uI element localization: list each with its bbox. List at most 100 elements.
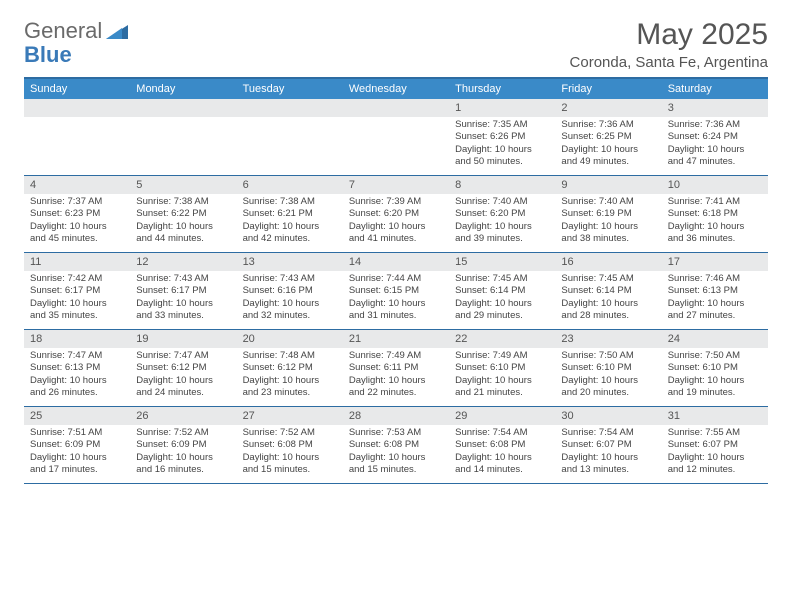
- sunset-text: Sunset: 6:14 PM: [455, 285, 549, 297]
- day-number: 26: [130, 407, 236, 425]
- logo-text-2: Blue: [24, 42, 72, 67]
- sunset-text: Sunset: 6:08 PM: [349, 439, 443, 451]
- day-cell: Sunrise: 7:43 AMSunset: 6:16 PMDaylight:…: [237, 271, 343, 329]
- daylight-text: Daylight: 10 hours and 23 minutes.: [243, 375, 337, 400]
- day-of-week-header: Thursday: [449, 79, 555, 99]
- daylight-text: Daylight: 10 hours and 32 minutes.: [243, 298, 337, 323]
- day-of-week-header: Monday: [130, 79, 236, 99]
- day-number: 16: [555, 253, 661, 271]
- day-number: 3: [662, 99, 768, 117]
- sunrise-text: Sunrise: 7:41 AM: [668, 196, 762, 208]
- week-row: Sunrise: 7:51 AMSunset: 6:09 PMDaylight:…: [24, 425, 768, 484]
- day-cell: Sunrise: 7:54 AMSunset: 6:07 PMDaylight:…: [555, 425, 661, 483]
- daylight-text: Daylight: 10 hours and 19 minutes.: [668, 375, 762, 400]
- day-number-row: 18192021222324: [24, 330, 768, 348]
- sunset-text: Sunset: 6:09 PM: [30, 439, 124, 451]
- day-number: 14: [343, 253, 449, 271]
- logo-triangle-icon: [106, 23, 128, 39]
- logo-text-1: General: [24, 18, 102, 44]
- day-cell: [130, 117, 236, 175]
- day-number: 20: [237, 330, 343, 348]
- day-number: 11: [24, 253, 130, 271]
- day-number: 25: [24, 407, 130, 425]
- sunset-text: Sunset: 6:14 PM: [561, 285, 655, 297]
- day-number-row: 25262728293031: [24, 407, 768, 425]
- daylight-text: Daylight: 10 hours and 22 minutes.: [349, 375, 443, 400]
- daylight-text: Daylight: 10 hours and 20 minutes.: [561, 375, 655, 400]
- day-cell: Sunrise: 7:48 AMSunset: 6:12 PMDaylight:…: [237, 348, 343, 406]
- day-number: 13: [237, 253, 343, 271]
- daylight-text: Daylight: 10 hours and 29 minutes.: [455, 298, 549, 323]
- daylight-text: Daylight: 10 hours and 16 minutes.: [136, 452, 230, 477]
- sunrise-text: Sunrise: 7:45 AM: [561, 273, 655, 285]
- day-cell: Sunrise: 7:39 AMSunset: 6:20 PMDaylight:…: [343, 194, 449, 252]
- month-title: May 2025: [570, 18, 768, 52]
- sunrise-text: Sunrise: 7:39 AM: [349, 196, 443, 208]
- sunset-text: Sunset: 6:12 PM: [243, 362, 337, 374]
- daylight-text: Daylight: 10 hours and 39 minutes.: [455, 221, 549, 246]
- day-number: 4: [24, 176, 130, 194]
- sunset-text: Sunset: 6:13 PM: [668, 285, 762, 297]
- day-number: 28: [343, 407, 449, 425]
- sunrise-text: Sunrise: 7:43 AM: [136, 273, 230, 285]
- daylight-text: Daylight: 10 hours and 35 minutes.: [30, 298, 124, 323]
- day-of-week-header: Friday: [555, 79, 661, 99]
- sunset-text: Sunset: 6:07 PM: [668, 439, 762, 451]
- day-cell: Sunrise: 7:38 AMSunset: 6:22 PMDaylight:…: [130, 194, 236, 252]
- day-number: 19: [130, 330, 236, 348]
- sunset-text: Sunset: 6:18 PM: [668, 208, 762, 220]
- daylight-text: Daylight: 10 hours and 27 minutes.: [668, 298, 762, 323]
- day-cell: Sunrise: 7:51 AMSunset: 6:09 PMDaylight:…: [24, 425, 130, 483]
- daylight-text: Daylight: 10 hours and 13 minutes.: [561, 452, 655, 477]
- day-number: 10: [662, 176, 768, 194]
- day-number: 23: [555, 330, 661, 348]
- week-row: Sunrise: 7:47 AMSunset: 6:13 PMDaylight:…: [24, 348, 768, 407]
- sunrise-text: Sunrise: 7:52 AM: [243, 427, 337, 439]
- day-number: [343, 99, 449, 117]
- daylight-text: Daylight: 10 hours and 28 minutes.: [561, 298, 655, 323]
- sunrise-text: Sunrise: 7:50 AM: [561, 350, 655, 362]
- day-number: 2: [555, 99, 661, 117]
- day-cell: Sunrise: 7:45 AMSunset: 6:14 PMDaylight:…: [449, 271, 555, 329]
- day-cell: Sunrise: 7:47 AMSunset: 6:13 PMDaylight:…: [24, 348, 130, 406]
- weeks-container: 123Sunrise: 7:35 AMSunset: 6:26 PMDaylig…: [24, 99, 768, 484]
- daylight-text: Daylight: 10 hours and 45 minutes.: [30, 221, 124, 246]
- sunrise-text: Sunrise: 7:47 AM: [30, 350, 124, 362]
- daylight-text: Daylight: 10 hours and 15 minutes.: [349, 452, 443, 477]
- day-of-week-header: Wednesday: [343, 79, 449, 99]
- sunrise-text: Sunrise: 7:44 AM: [349, 273, 443, 285]
- day-cell: Sunrise: 7:40 AMSunset: 6:20 PMDaylight:…: [449, 194, 555, 252]
- sunset-text: Sunset: 6:20 PM: [455, 208, 549, 220]
- day-number: [24, 99, 130, 117]
- day-cell: Sunrise: 7:49 AMSunset: 6:10 PMDaylight:…: [449, 348, 555, 406]
- day-number: 31: [662, 407, 768, 425]
- day-number-row: 123: [24, 99, 768, 117]
- sunset-text: Sunset: 6:22 PM: [136, 208, 230, 220]
- daylight-text: Daylight: 10 hours and 33 minutes.: [136, 298, 230, 323]
- sunrise-text: Sunrise: 7:40 AM: [455, 196, 549, 208]
- day-cell: [343, 117, 449, 175]
- day-number: 8: [449, 176, 555, 194]
- day-cell: Sunrise: 7:55 AMSunset: 6:07 PMDaylight:…: [662, 425, 768, 483]
- day-cell: Sunrise: 7:42 AMSunset: 6:17 PMDaylight:…: [24, 271, 130, 329]
- day-number: 7: [343, 176, 449, 194]
- sunrise-text: Sunrise: 7:49 AM: [349, 350, 443, 362]
- days-of-week-row: SundayMondayTuesdayWednesdayThursdayFrid…: [24, 79, 768, 99]
- sunrise-text: Sunrise: 7:43 AM: [243, 273, 337, 285]
- day-of-week-header: Sunday: [24, 79, 130, 99]
- daylight-text: Daylight: 10 hours and 42 minutes.: [243, 221, 337, 246]
- day-cell: Sunrise: 7:49 AMSunset: 6:11 PMDaylight:…: [343, 348, 449, 406]
- day-number: [130, 99, 236, 117]
- day-number: 22: [449, 330, 555, 348]
- day-cell: Sunrise: 7:36 AMSunset: 6:25 PMDaylight:…: [555, 117, 661, 175]
- day-cell: Sunrise: 7:43 AMSunset: 6:17 PMDaylight:…: [130, 271, 236, 329]
- daylight-text: Daylight: 10 hours and 49 minutes.: [561, 144, 655, 169]
- day-cell: Sunrise: 7:38 AMSunset: 6:21 PMDaylight:…: [237, 194, 343, 252]
- sunrise-text: Sunrise: 7:47 AM: [136, 350, 230, 362]
- sunset-text: Sunset: 6:08 PM: [455, 439, 549, 451]
- logo-line2: Blue: [24, 42, 72, 68]
- day-cell: Sunrise: 7:46 AMSunset: 6:13 PMDaylight:…: [662, 271, 768, 329]
- day-number: 9: [555, 176, 661, 194]
- sunrise-text: Sunrise: 7:36 AM: [668, 119, 762, 131]
- day-cell: Sunrise: 7:44 AMSunset: 6:15 PMDaylight:…: [343, 271, 449, 329]
